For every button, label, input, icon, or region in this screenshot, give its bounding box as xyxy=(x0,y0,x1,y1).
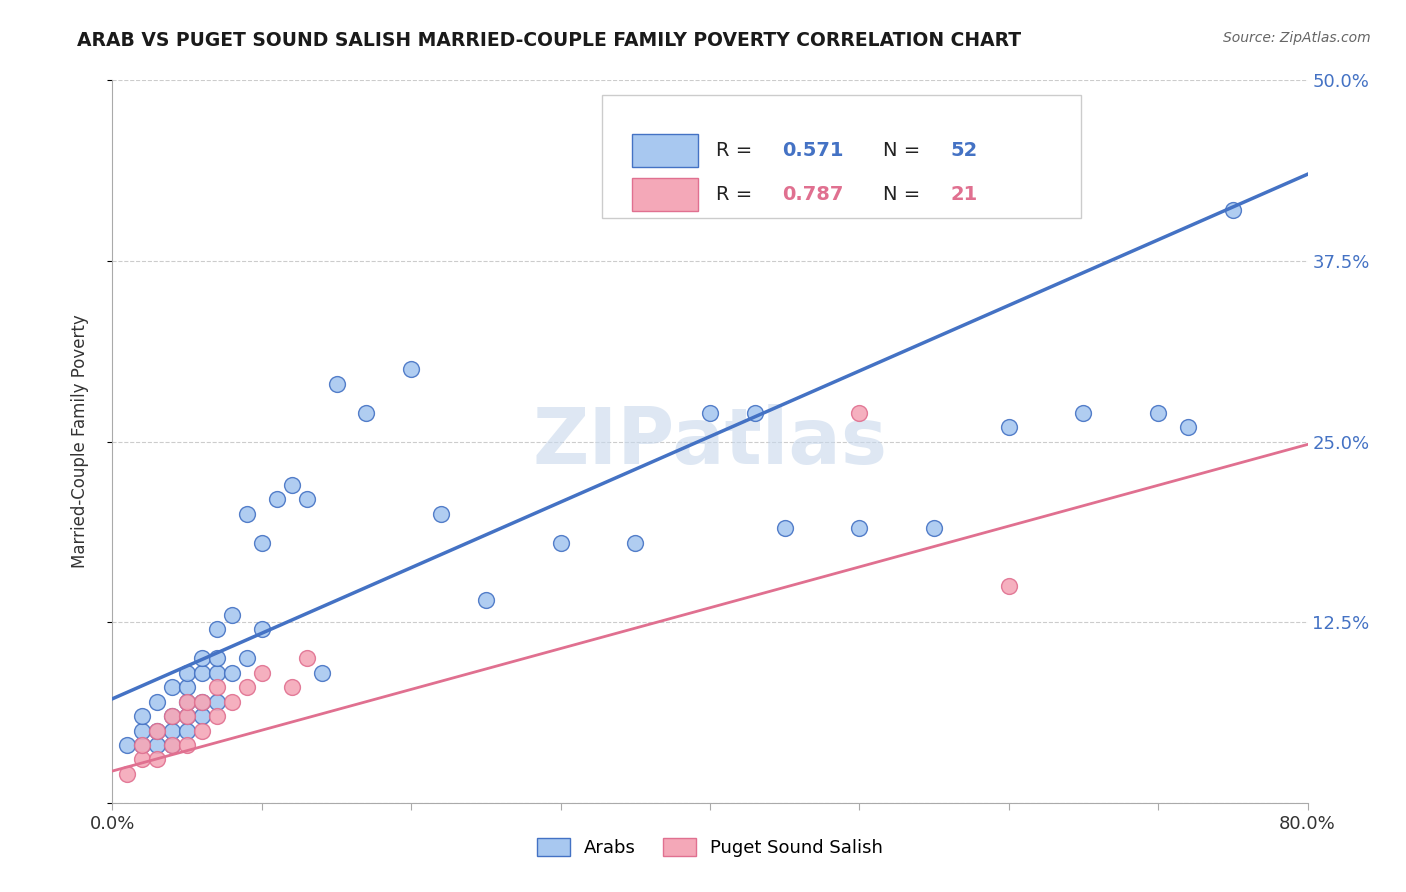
Point xyxy=(131,738,153,752)
Point xyxy=(236,651,259,665)
Point xyxy=(162,709,183,723)
Text: 0.787: 0.787 xyxy=(782,185,844,204)
Point xyxy=(1177,420,1199,434)
Text: Source: ZipAtlas.com: Source: ZipAtlas.com xyxy=(1223,31,1371,45)
Text: 0.571: 0.571 xyxy=(782,141,844,160)
Point xyxy=(848,521,870,535)
Point xyxy=(191,695,214,709)
Point xyxy=(998,579,1021,593)
Point xyxy=(205,623,228,637)
Point xyxy=(998,420,1021,434)
Text: 21: 21 xyxy=(950,185,977,204)
Point xyxy=(266,492,288,507)
Point xyxy=(191,651,214,665)
Point xyxy=(205,695,228,709)
Point xyxy=(117,767,139,781)
Point xyxy=(176,695,198,709)
Text: ARAB VS PUGET SOUND SALISH MARRIED-COUPLE FAMILY POVERTY CORRELATION CHART: ARAB VS PUGET SOUND SALISH MARRIED-COUPL… xyxy=(77,31,1021,50)
Point xyxy=(430,507,453,521)
Point xyxy=(744,406,766,420)
Point xyxy=(131,709,153,723)
Point xyxy=(1147,406,1170,420)
Point xyxy=(250,665,273,680)
Point xyxy=(162,709,183,723)
Point xyxy=(669,160,692,174)
Point xyxy=(146,723,169,738)
Point xyxy=(281,680,304,694)
Point xyxy=(176,738,198,752)
FancyBboxPatch shape xyxy=(633,134,699,167)
Point xyxy=(205,665,228,680)
Point xyxy=(281,478,304,492)
Point xyxy=(221,695,243,709)
Point xyxy=(922,521,945,535)
Point xyxy=(295,651,318,665)
Point xyxy=(325,376,347,391)
Point xyxy=(699,406,721,420)
Point xyxy=(191,695,214,709)
Text: ZIPatlas: ZIPatlas xyxy=(533,403,887,480)
Point xyxy=(176,665,198,680)
Point xyxy=(191,709,214,723)
Point xyxy=(550,535,572,549)
Y-axis label: Married-Couple Family Poverty: Married-Couple Family Poverty xyxy=(70,315,89,568)
Point xyxy=(117,738,139,752)
Text: N =: N = xyxy=(883,141,927,160)
Point xyxy=(221,665,243,680)
Point xyxy=(250,623,273,637)
Point xyxy=(162,723,183,738)
Point xyxy=(356,406,378,420)
Point xyxy=(773,521,796,535)
Point xyxy=(131,738,153,752)
Point xyxy=(624,535,647,549)
Point xyxy=(162,738,183,752)
Point xyxy=(176,695,198,709)
Point xyxy=(848,406,870,420)
Point xyxy=(176,723,198,738)
Point xyxy=(1073,406,1095,420)
Point xyxy=(205,680,228,694)
Point xyxy=(236,680,259,694)
Point xyxy=(236,507,259,521)
Point xyxy=(176,680,198,694)
Point xyxy=(162,738,183,752)
Legend: Arabs, Puget Sound Salish: Arabs, Puget Sound Salish xyxy=(529,829,891,866)
Point xyxy=(176,709,198,723)
Point xyxy=(295,492,318,507)
Point xyxy=(146,752,169,766)
Point xyxy=(146,695,169,709)
Point xyxy=(250,535,273,549)
Point xyxy=(162,680,183,694)
Point xyxy=(191,665,214,680)
Point xyxy=(146,738,169,752)
Point xyxy=(131,723,153,738)
Point xyxy=(1222,203,1244,218)
Text: N =: N = xyxy=(883,185,927,204)
Point xyxy=(205,651,228,665)
Point xyxy=(131,752,153,766)
Point xyxy=(176,709,198,723)
Text: R =: R = xyxy=(716,185,758,204)
Text: 52: 52 xyxy=(950,141,977,160)
Text: R =: R = xyxy=(716,141,758,160)
Point xyxy=(191,723,214,738)
FancyBboxPatch shape xyxy=(633,178,699,211)
Point xyxy=(311,665,333,680)
Point xyxy=(401,362,423,376)
FancyBboxPatch shape xyxy=(603,95,1081,218)
Point xyxy=(475,593,498,607)
Point xyxy=(205,709,228,723)
Point xyxy=(146,723,169,738)
Point xyxy=(221,607,243,622)
